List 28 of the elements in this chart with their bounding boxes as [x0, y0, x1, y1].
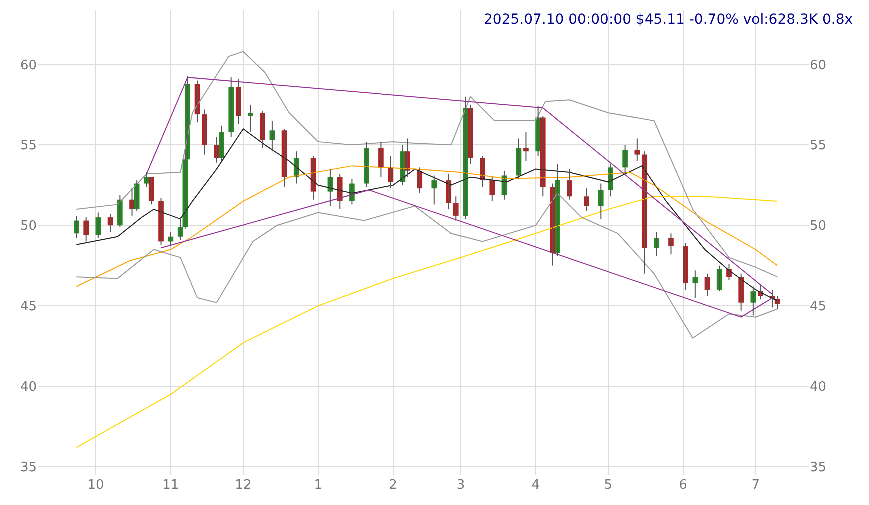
line-series: [76, 51, 778, 278]
y-tick-label: 60: [20, 58, 37, 74]
y-tick-label: 50: [20, 219, 37, 234]
y-tick-label: 45: [20, 300, 37, 315]
x-tick-label: 6: [679, 478, 688, 493]
y2-tick-label: 50: [810, 219, 827, 234]
y2-tick-label: 35: [810, 460, 827, 476]
x-tick-label: 4: [532, 478, 540, 493]
x-tick-label: 5: [604, 478, 613, 493]
x-tick-label: 7: [752, 478, 760, 493]
line-series: [76, 192, 778, 339]
x-tick-label: 10: [88, 478, 104, 493]
y2-tick-label: 40: [810, 380, 827, 396]
x-tick-label: 12: [235, 478, 252, 493]
y-tick-label: 35: [20, 460, 37, 476]
x-tick-label: 1: [314, 478, 322, 493]
y2-tick-label: 60: [810, 58, 827, 74]
line-series: [76, 166, 778, 288]
y-tick-label: 55: [20, 138, 37, 154]
y-tick-label: 40: [20, 380, 37, 396]
line-series: [146, 77, 774, 296]
x-tick-label: 11: [162, 478, 180, 493]
x-tick-label: 3: [456, 478, 466, 493]
x-tick-label: 2: [389, 478, 398, 493]
y2-tick-label: 45: [810, 300, 827, 315]
y2-tick-label: 55: [810, 138, 827, 154]
line-series: [76, 196, 778, 448]
chart-title: 2025.07.10 00:00:00 $45.11 -0.70% vol:628.3K 0.8x: [484, 12, 854, 28]
